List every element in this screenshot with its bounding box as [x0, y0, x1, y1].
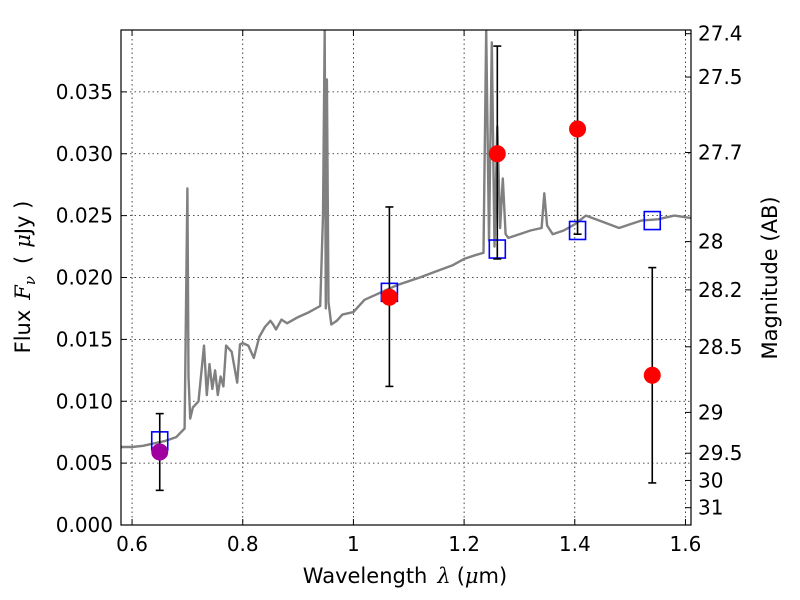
- spectrum-layer: [121, 30, 691, 449]
- y-tick-label: 0.000: [56, 513, 113, 537]
- y-axis-title: Flux Fν ( μJy ): [11, 201, 39, 354]
- x-axis-title-word: Wavelength: [303, 564, 428, 588]
- y-tick-label: 0.030: [56, 142, 113, 166]
- y-axis-title-symbol: F: [11, 284, 35, 301]
- observed-point: [488, 145, 506, 163]
- right-tick-label: 27.5: [698, 65, 743, 89]
- x-axis-title-symbol: λ: [436, 564, 450, 588]
- observed-point: [569, 120, 587, 138]
- x-tick-label: 1.4: [559, 532, 591, 556]
- y-tick-label: 0.015: [56, 327, 113, 351]
- y-tick-label: 0.005: [56, 451, 113, 475]
- x-tick-label: 1.6: [670, 532, 702, 556]
- y-tick-label: 0.020: [56, 266, 113, 290]
- x-axis-title-unit-open: (: [457, 564, 465, 588]
- right-tick-label: 31: [698, 496, 723, 520]
- right-tick-label: 29.5: [698, 441, 743, 465]
- observed-point: [151, 443, 169, 461]
- y-tick-label: 0.035: [56, 80, 113, 104]
- y-axis-title-word: Flux: [11, 310, 35, 354]
- x-axis-title-unit-rest: m): [479, 564, 508, 588]
- right-tick-label: 28.5: [698, 335, 743, 359]
- x-axis-title: Wavelength λ (μm): [303, 564, 507, 588]
- x-tick-label: 0.6: [116, 532, 148, 556]
- x-tick-label: 1: [347, 532, 360, 556]
- right-axis-title: Magnitude (AB): [758, 196, 782, 359]
- observed-point: [380, 288, 398, 306]
- x-axis-title-unit-mu: μ: [465, 564, 479, 588]
- x-tick-label: 0.8: [227, 532, 259, 556]
- model-photometry-square: [643, 210, 662, 231]
- y-axis-title-unit-open: (: [11, 256, 35, 264]
- grid-lines: [121, 30, 691, 526]
- x-tick-label: 1.2: [448, 532, 480, 556]
- right-tick-label: 30: [698, 468, 723, 492]
- right-tick-label: 28: [698, 230, 723, 254]
- y-tick-label: 0.010: [56, 389, 113, 413]
- y-axis-title-unit-rest: Jy ): [11, 201, 35, 237]
- axis-ticks: 0.6 0.8 1 1.2 1.4 1.6 0.000 0.005 0.010 0.015 0.02…: [56, 22, 743, 556]
- right-tick-label: 29: [698, 400, 723, 424]
- marker-layer: [150, 30, 662, 492]
- right-tick-label: 27.4: [698, 22, 743, 46]
- observed-point: [643, 366, 661, 384]
- spectrum-line: [121, 30, 691, 449]
- y-axis-title-unit-mu: μ: [11, 234, 35, 248]
- right-tick-label: 28.2: [698, 278, 743, 302]
- y-axis-title-subscript: ν: [21, 276, 39, 285]
- right-tick-label: 27.7: [698, 141, 743, 165]
- y-tick-label: 0.025: [56, 204, 113, 228]
